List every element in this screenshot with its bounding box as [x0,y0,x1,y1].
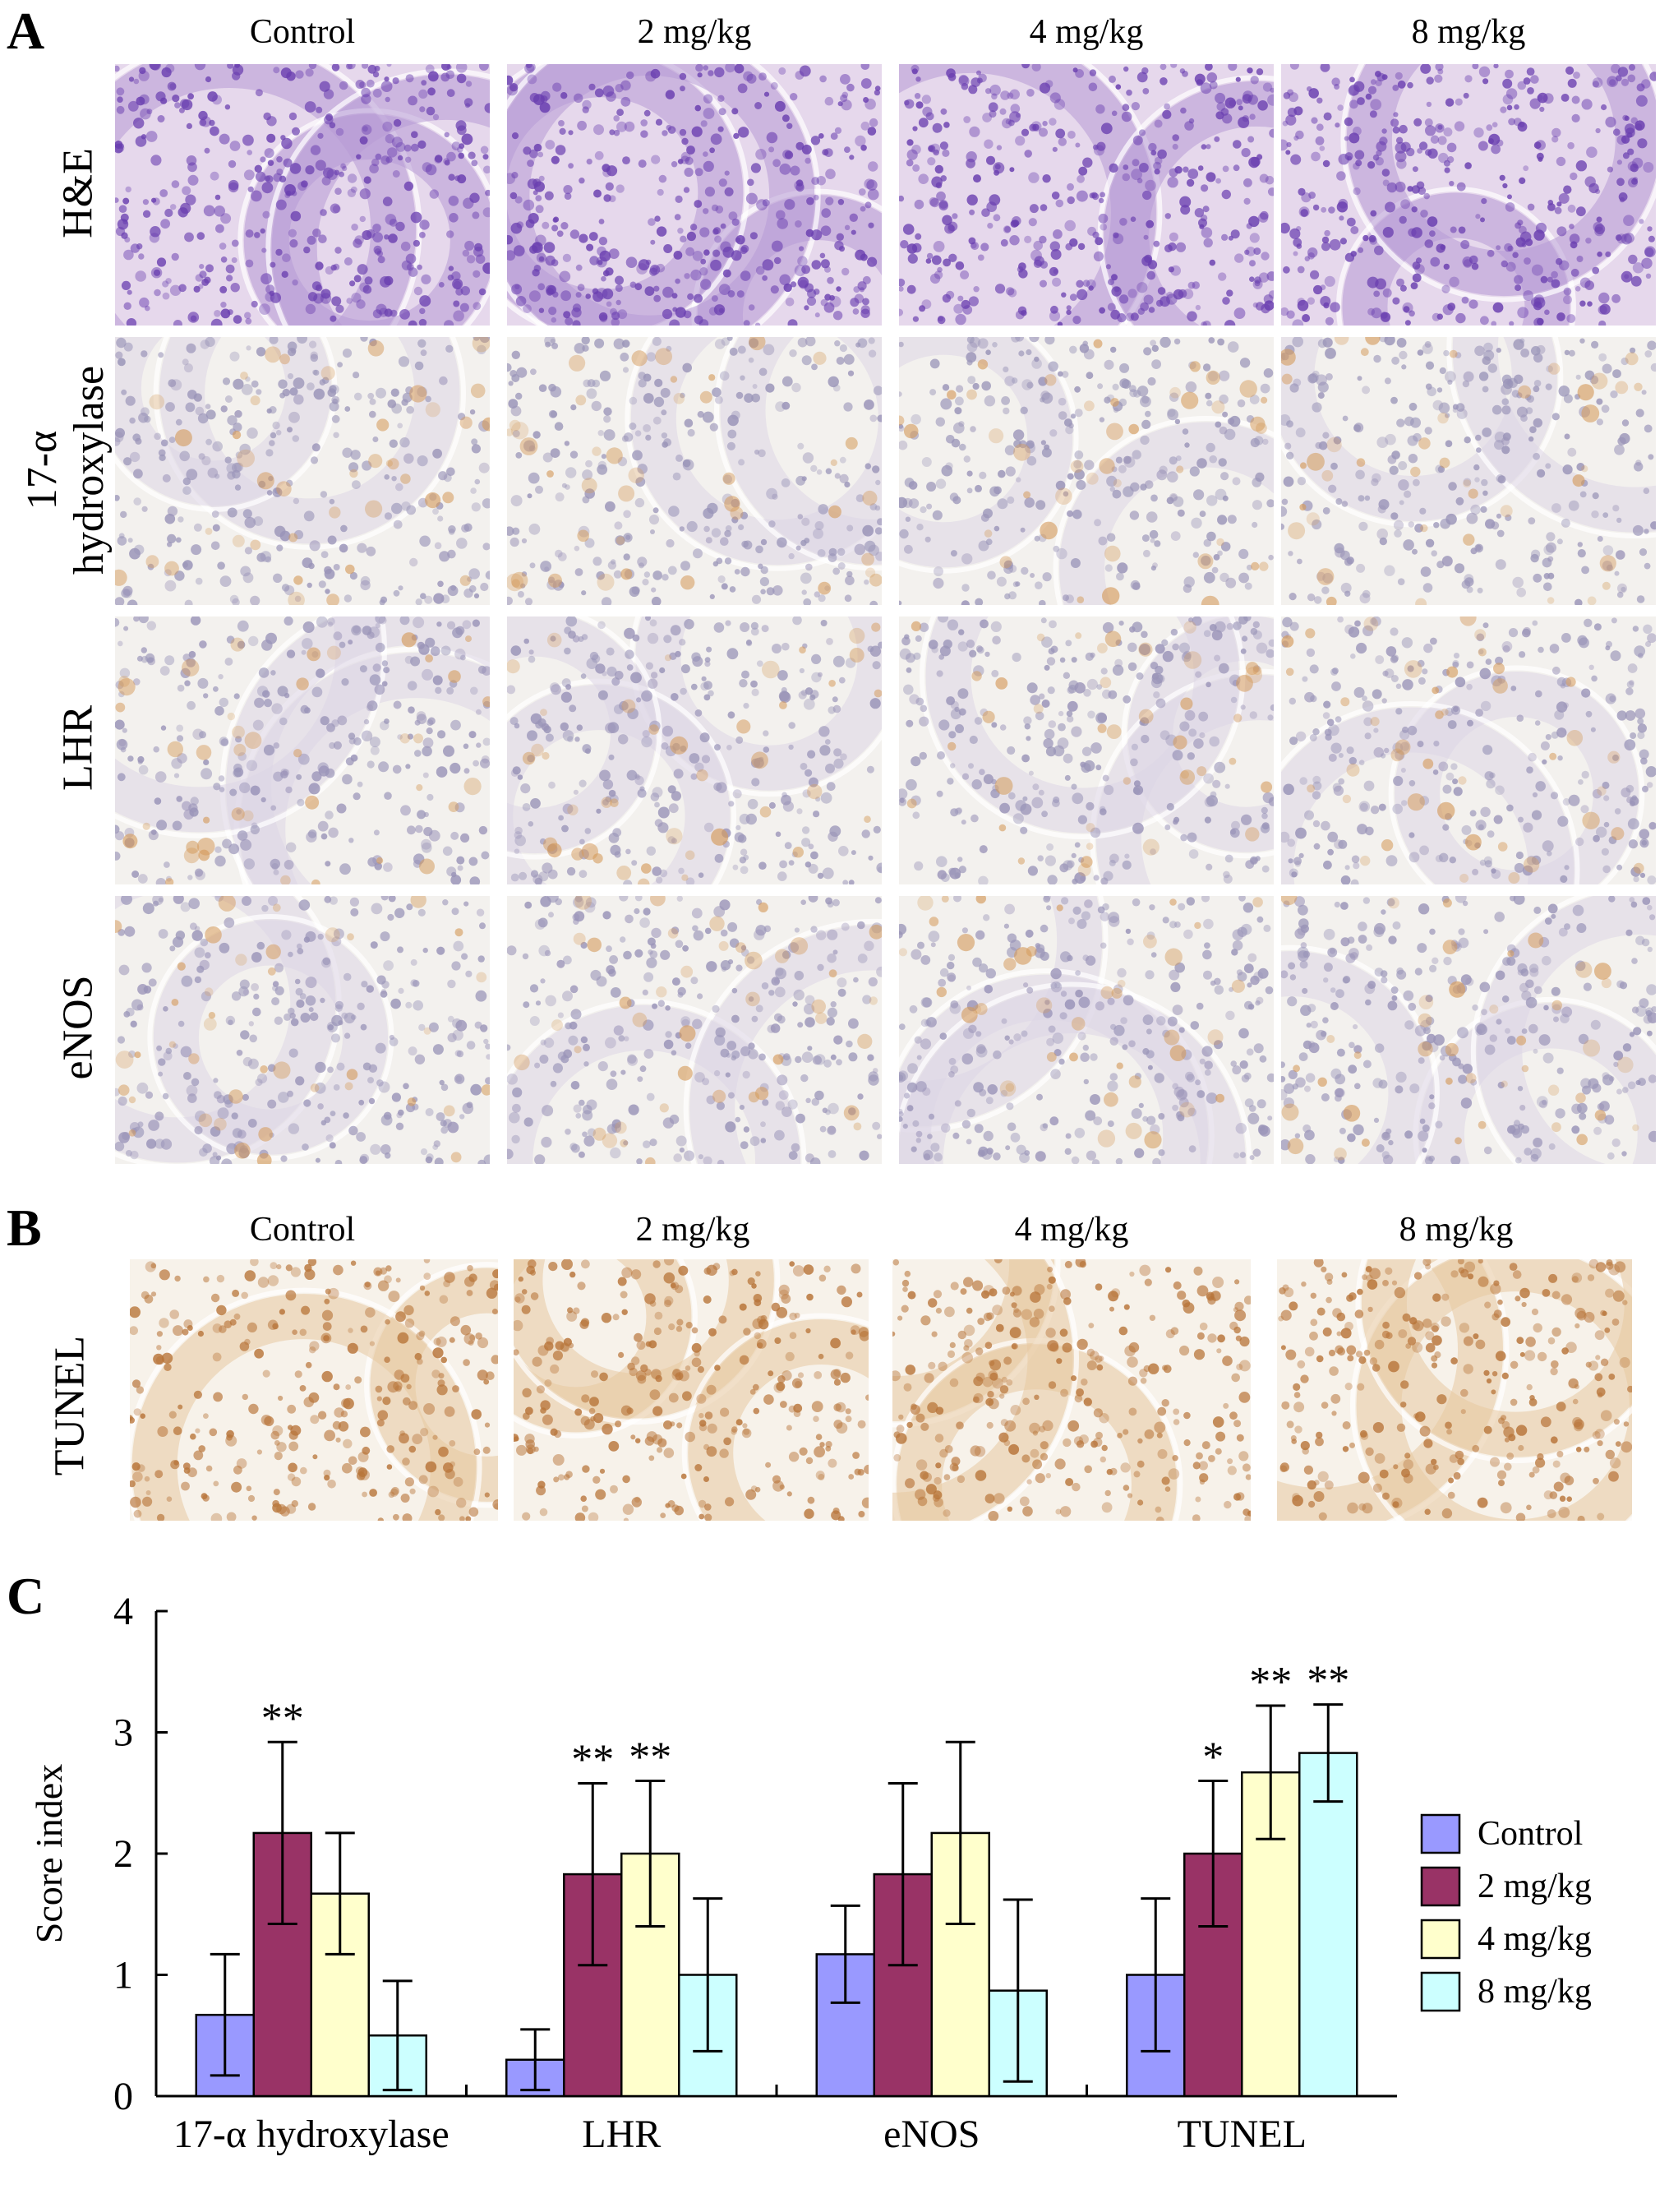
panel-a-col-4mgkg: 4 mg/kg [1029,13,1144,51]
bar [1298,1752,1358,2098]
significance-mark: ** [261,1695,304,1742]
micrograph-he-8mgkg [1281,64,1656,326]
micrograph-enos-4mgkg [899,896,1274,1164]
panel-a-row-label-he: H&E [54,148,102,238]
micrograph-lhr-4mgkg [899,616,1274,884]
panel-a-row-label-17a-hydroxylase: 17-α hydroxylase [18,365,113,575]
legend-label: 8 mg/kg [1478,1973,1592,2011]
score-index-bar-chart: 0 1 2 3 4 Score index ** 17-α hydroxylase ** ** LH… [28,1590,1592,2156]
micrograph-17a-hydroxylase-control [115,337,490,605]
micrograph-17a-hydroxylase-2mgkg [507,337,882,605]
x-category-label: eNOS [883,2113,980,2156]
panel-a-letter: A [7,2,45,60]
panel-b-col-control: Control [249,1211,356,1249]
y-axis-title: Score index [28,1764,70,1943]
significance-mark: ** [629,1734,671,1781]
significance-mark: ** [1307,1658,1349,1705]
legend-swatch [1420,1866,1461,1907]
panel-b-row-label-tunel: TUNEL [46,1335,94,1476]
micrograph-lhr-control [115,616,490,884]
micrograph-tunel-4mgkg [892,1259,1251,1521]
y-tick-label: 0 [113,2075,133,2118]
legend-swatch [1420,1813,1461,1854]
y-tick-label: 4 [113,1590,133,1633]
panel-a-col-8mgkg: 8 mg/kg [1411,13,1526,51]
micrograph-he-2mgkg [507,64,882,326]
y-tick-label: 1 [113,1954,133,1997]
micrograph-he-control [115,64,490,326]
panel-b-col-4mgkg: 4 mg/kg [1014,1211,1129,1249]
micrograph-he-4mgkg [899,64,1274,326]
panel-b-col-2mgkg: 2 mg/kg [635,1211,750,1249]
micrograph-17a-hydroxylase-8mgkg [1281,337,1656,605]
micrograph-tunel-control [130,1259,498,1521]
micrograph-enos-2mgkg [507,896,882,1164]
panel-b-letter: B [7,1198,42,1257]
significance-mark: * [1202,1734,1224,1781]
significance-mark: ** [571,1736,614,1783]
panel-a-row-label-lhr: LHR [54,705,102,791]
legend-label: Control [1478,1815,1583,1853]
significance-mark: ** [1249,1659,1292,1706]
legend-swatch [1420,1919,1461,1960]
micrograph-enos-control [115,896,490,1164]
legend-swatch [1420,1971,1461,2012]
micrograph-lhr-8mgkg [1281,616,1656,884]
legend-label: 2 mg/kg [1478,1868,1592,1905]
bar [815,1953,875,2098]
panel-a-col-2mgkg: 2 mg/kg [637,13,752,51]
micrograph-17a-hydroxylase-4mgkg [899,337,1274,605]
x-category-label: TUNEL [1178,2113,1307,2156]
x-category-label: LHR [582,2113,661,2156]
x-category-label: 17-α hydroxylase [173,2113,450,2156]
micrograph-lhr-2mgkg [507,616,882,884]
legend-label: 4 mg/kg [1478,1920,1592,1958]
panel-c-letter: C [7,1567,45,1625]
micrograph-enos-8mgkg [1281,896,1656,1164]
y-tick-label: 3 [113,1711,133,1755]
panel-a-col-control: Control [249,13,356,51]
y-tick-label: 2 [113,1832,133,1876]
panel-b-col-8mgkg: 8 mg/kg [1399,1211,1514,1249]
micrograph-tunel-2mgkg [514,1259,869,1521]
panel-a-row-label-enos: eNOS [54,975,102,1080]
micrograph-tunel-8mgkg [1277,1259,1632,1521]
